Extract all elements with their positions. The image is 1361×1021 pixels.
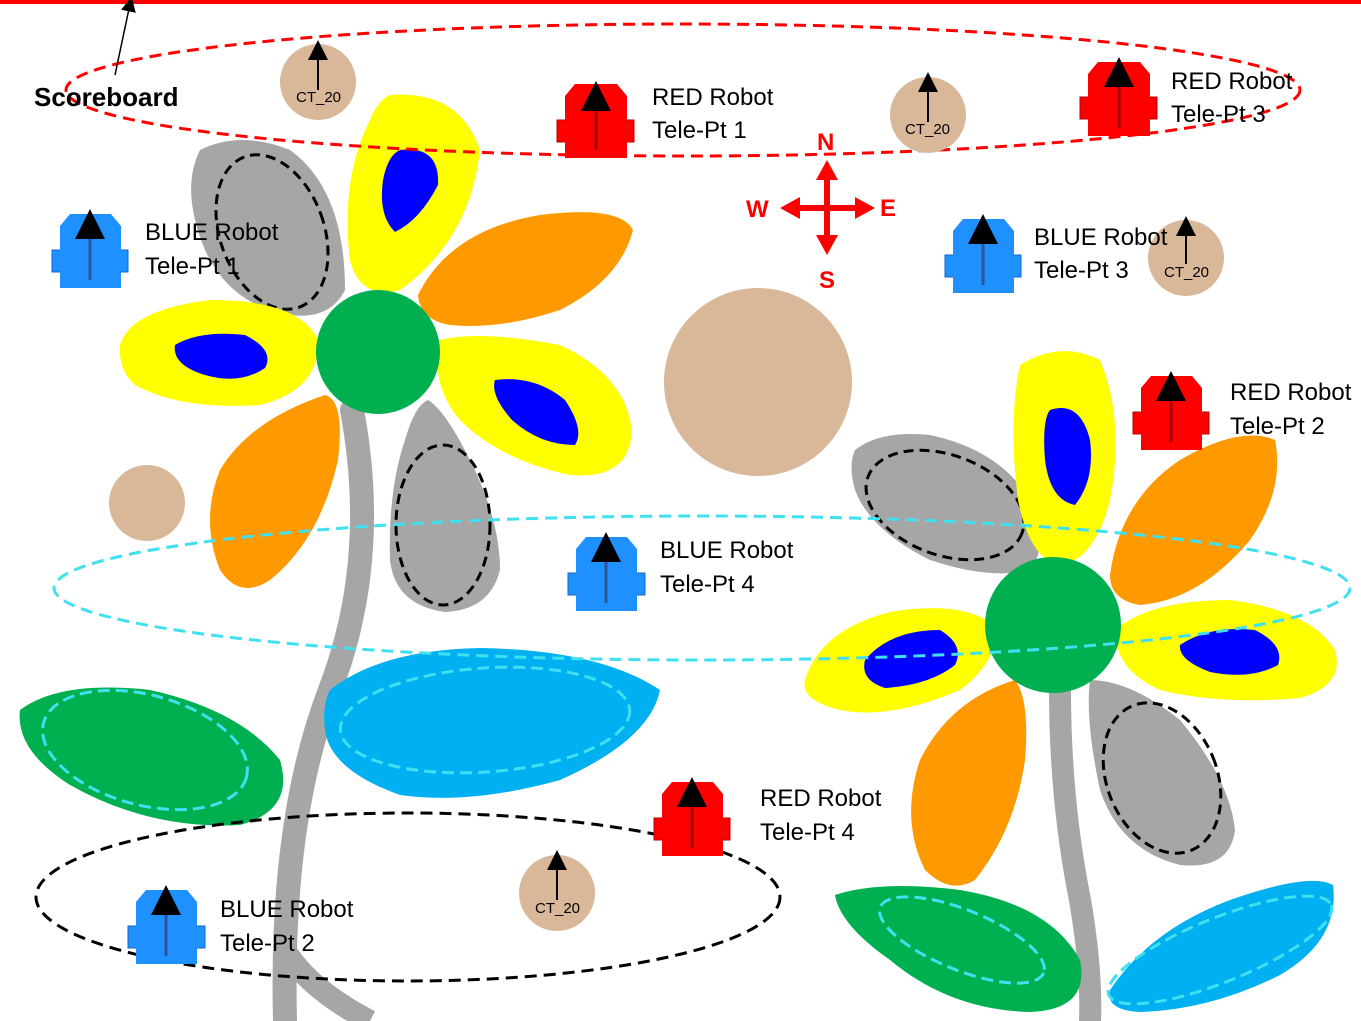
compass-rose: N S W E [746,129,896,294]
blue-robot-3-point: Tele-Pt 3 [1034,257,1129,284]
right-orange-petal-upper [1110,435,1278,605]
large-tan-ball [664,288,852,476]
red-robot-1-name: RED Robot [652,84,774,111]
red-robot-2: RED Robot Tele-Pt 2 [1132,371,1352,450]
ct-ball-2: CT_20 [890,72,966,153]
right-water-leaf [1109,880,1334,1012]
red-robot-1-point: Tele-Pt 1 [652,117,747,144]
blue-robot-1: BLUE Robot Tele-Pt 1 [51,209,279,288]
right-orange-petal-lower [911,680,1027,886]
right-flower [804,351,1337,1021]
left-blue-inner-top [381,149,439,232]
scoreboard-zone [64,22,1302,158]
blue-robot-1-name: BLUE Robot [145,219,279,246]
right-flower-center [985,557,1121,693]
red-robot-3-name: RED Robot [1171,68,1293,95]
blue-robot-3: BLUE Robot Tele-Pt 3 [944,214,1168,293]
left-gray-petal-lower [389,400,500,612]
blue-robot-2-name: BLUE Robot [220,896,354,923]
right-blue-inner-top [1044,408,1091,505]
right-water-leaf-dashed [1106,894,1334,1006]
right-green-leaf-dashed [878,895,1046,985]
right-flower-stem [1049,679,1102,1021]
left-orange-petal-lower [210,395,340,588]
ct-ball-1: CT_20 [280,40,356,120]
ct-ball-4-label: CT_20 [535,900,580,917]
blue-robot-4-name: BLUE Robot [660,537,794,564]
right-gray-petal-lower-dashed [1101,701,1223,855]
blue-robot-4: BLUE Robot Tele-Pt 4 [567,532,794,611]
small-tan-ball [109,465,185,541]
left-water-leaf [324,648,660,798]
compass-east: E [880,195,896,222]
right-blue-inner-left [864,630,958,688]
compass-west: W [746,196,769,223]
ct-ball-3: CT_20 [1148,216,1224,296]
blue-robot-1-point: Tele-Pt 1 [145,253,240,280]
right-gray-petal-upper [851,434,1040,574]
right-blue-inner-right [1179,629,1280,675]
red-robot-2-name: RED Robot [1230,379,1352,406]
left-blue-inner-right [494,379,579,445]
left-blue-inner-left [174,333,268,379]
red-robot-3-point: Tele-Pt 3 [1171,101,1266,128]
left-flower [19,94,660,1021]
left-gray-petal-top-dashed [214,153,330,311]
red-robot-4: RED Robot Tele-Pt 4 [653,777,882,856]
red-robot-4-name: RED Robot [760,785,882,812]
left-flower-stem-base [275,943,376,1021]
right-gray-petal-lower [1088,680,1235,866]
ct-ball-2-label: CT_20 [905,121,950,138]
blue-robot-2-point: Tele-Pt 2 [220,930,315,957]
right-gray-petal-upper-dashed [864,448,1026,562]
left-flower-center [316,290,440,414]
blue-robot-3-name: BLUE Robot [1034,224,1168,251]
compass-north: N [817,129,834,156]
red-robot-4-point: Tele-Pt 4 [760,819,855,846]
left-water-leaf-dashed [338,665,632,775]
left-green-leaf-dashed [41,688,249,812]
top-border-bar [0,0,1361,4]
left-orange-petal-upper [418,212,633,326]
scoreboard-label: Scoreboard [34,82,179,112]
scoreboard-pointer [114,0,136,76]
ct-ball-1-label: CT_20 [296,89,341,106]
left-green-leaf [19,687,284,826]
right-green-leaf [835,886,1082,1012]
left-gray-petal-top [191,140,345,316]
blue-tele-zone [52,514,1352,662]
red-robot-1: RED Robot Tele-Pt 1 [556,81,774,158]
compass-south: S [819,267,835,294]
blue-robot-2: BLUE Robot Tele-Pt 2 [127,885,354,964]
left-gray-petal-lower-dashed [394,443,492,607]
black-tele-zone [34,811,782,983]
red-robot-3: RED Robot Tele-Pt 3 [1079,57,1293,136]
ct-ball-3-label: CT_20 [1164,264,1209,281]
ct-ball-4: CT_20 [519,850,595,931]
blue-robot-4-point: Tele-Pt 4 [660,571,755,598]
red-robot-2-point: Tele-Pt 2 [1230,413,1325,440]
